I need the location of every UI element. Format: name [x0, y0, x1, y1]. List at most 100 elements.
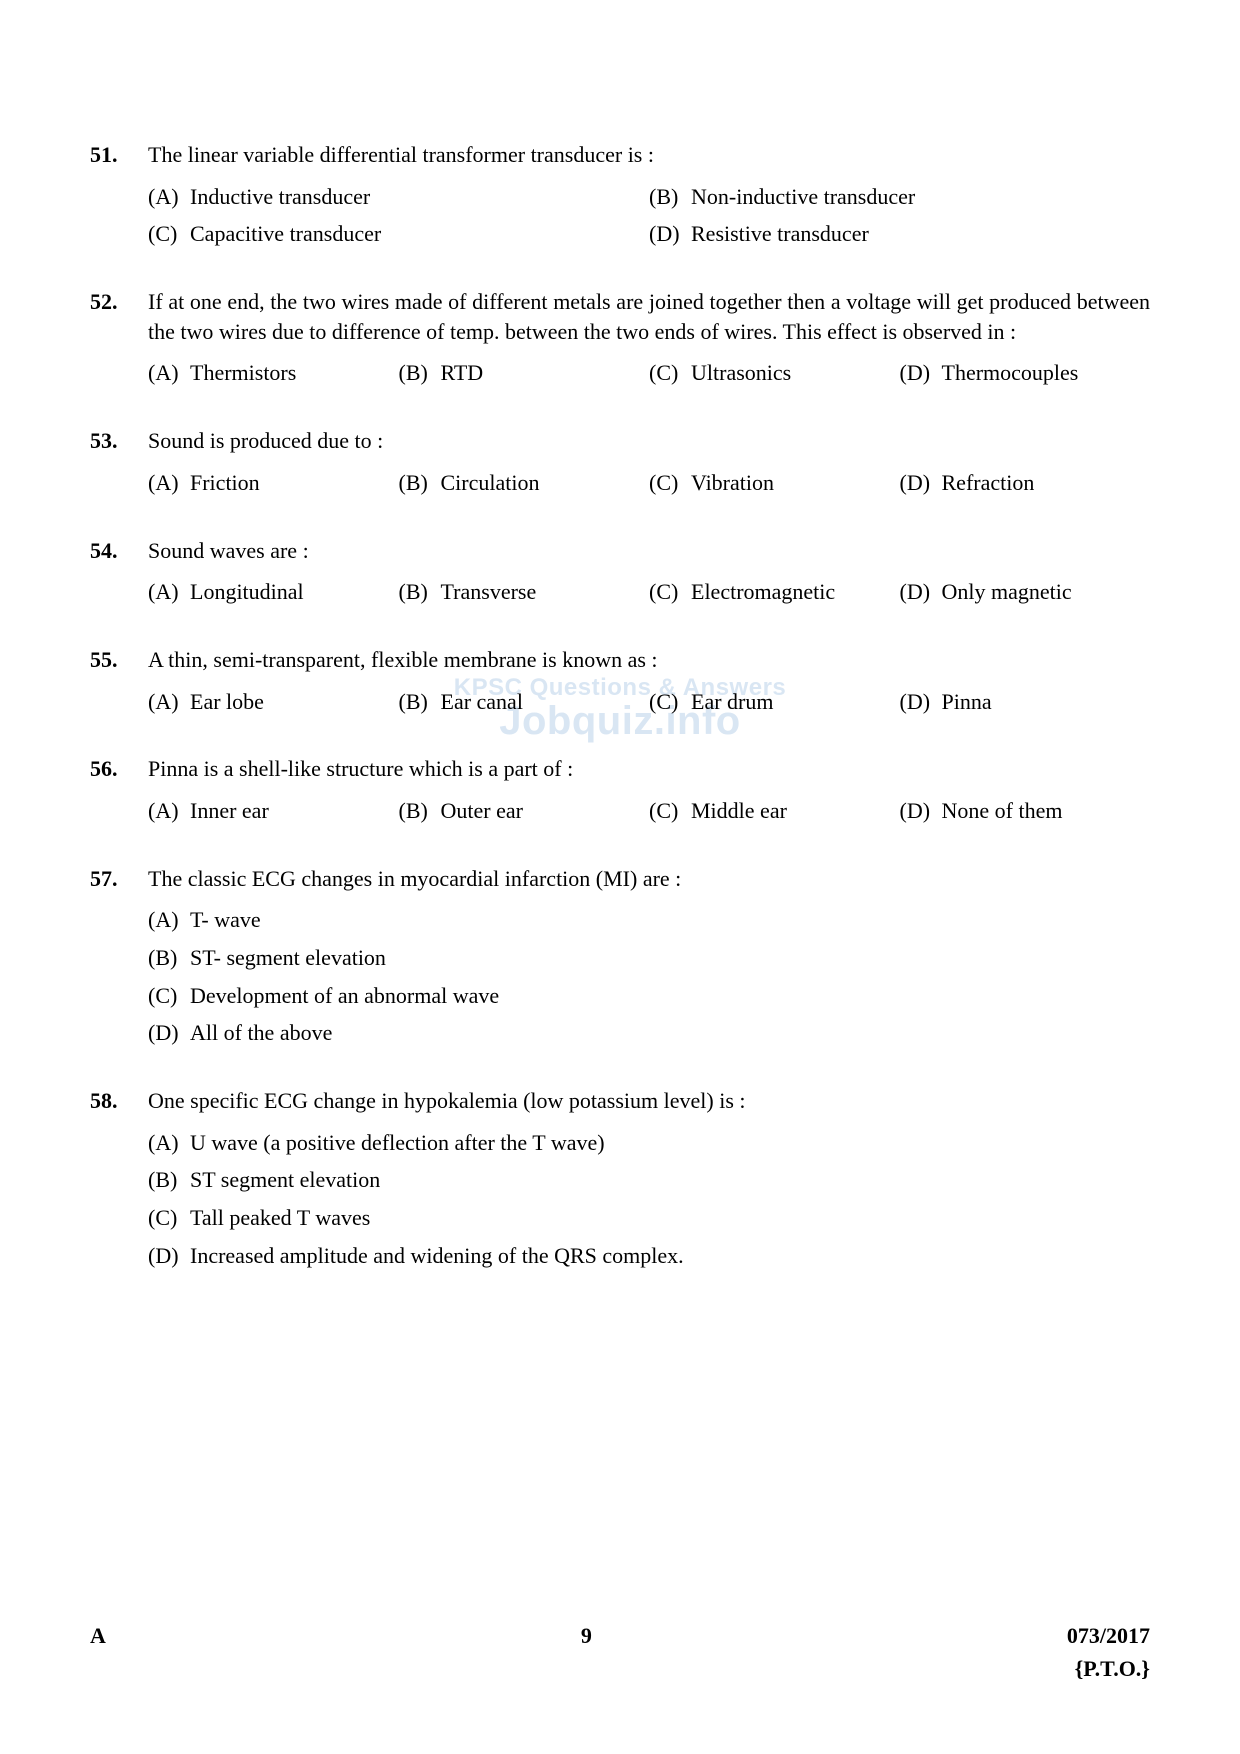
option-label: (B) [399, 358, 441, 388]
option-label: (A) [148, 577, 190, 607]
options-row: (B)ST- segment elevation [148, 943, 1150, 973]
question: 52.If at one end, the two wires made of … [90, 287, 1150, 388]
options-row: (A)T- wave [148, 905, 1150, 935]
options-wrap: (A)T- wave (B)ST- segment elevation (C)Dev… [148, 905, 1150, 1048]
option-text: Ear lobe [190, 687, 399, 717]
question-row: 55.A thin, semi-transparent, flexible me… [90, 645, 1150, 675]
option-text: Refraction [942, 468, 1151, 498]
option-label: (B) [399, 687, 441, 717]
option-text: Increased amplitude and widening of the … [190, 1241, 1150, 1271]
footer-pto: {P.T.O.} [1067, 1654, 1150, 1684]
question: 53.Sound is produced due to :(A)Friction… [90, 426, 1150, 497]
question-row: 51.The linear variable differential tran… [90, 140, 1150, 170]
options-row: (A)U wave (a positive deflection after t… [148, 1128, 1150, 1158]
question-stem: Sound waves are : [148, 536, 1150, 566]
option-text: Thermistors [190, 358, 399, 388]
question-number: 53. [90, 426, 148, 456]
option-label: (D) [900, 577, 942, 607]
option: (A)Ear lobe [148, 687, 399, 717]
question-number: 58. [90, 1086, 148, 1116]
option-text: Ultrasonics [691, 358, 900, 388]
options-wrap: (A)Ear lobe(B)Ear canal(C)Ear drum(D)Pin… [148, 687, 1150, 717]
option: (A)Thermistors [148, 358, 399, 388]
option: (D)Thermocouples [900, 358, 1151, 388]
option-label: (B) [649, 182, 691, 212]
option-label: (C) [148, 219, 190, 249]
option-text: Only magnetic [942, 577, 1151, 607]
option: (D)Only magnetic [900, 577, 1151, 607]
option: (A)Inductive transducer [148, 182, 649, 212]
option: (D)Pinna [900, 687, 1151, 717]
question-stem: Pinna is a shell-like structure which is… [148, 754, 1150, 784]
question-stem: One specific ECG change in hypokalemia (… [148, 1086, 1150, 1116]
options-row: (A)Longitudinal(B)Transverse(C)Electroma… [148, 577, 1150, 607]
option-text: Middle ear [691, 796, 900, 826]
question-stem: The linear variable differential transfo… [148, 140, 1150, 170]
option: (D)Resistive transducer [649, 219, 1150, 249]
question-number: 56. [90, 754, 148, 784]
option-text: Non-inductive transducer [691, 182, 1150, 212]
option: (C)Electromagnetic [649, 577, 900, 607]
options-row: (C)Capacitive transducer(D)Resistive tra… [148, 219, 1150, 249]
option-text: Ear drum [691, 687, 900, 717]
option: (C)Tall peaked T waves [148, 1203, 1150, 1233]
option-label: (A) [148, 1128, 190, 1158]
option-text: Inner ear [190, 796, 399, 826]
option-text: Transverse [441, 577, 650, 607]
option-label: (C) [649, 468, 691, 498]
option: (A)Longitudinal [148, 577, 399, 607]
options-wrap: (A)Inductive transducer(B)Non-inductive … [148, 182, 1150, 249]
option-text: Tall peaked T waves [190, 1203, 1150, 1233]
question-number: 51. [90, 140, 148, 170]
options-row: (C)Tall peaked T waves [148, 1203, 1150, 1233]
option: (D)Refraction [900, 468, 1151, 498]
footer-center: 9 [581, 1621, 592, 1651]
question-list: 51.The linear variable differential tran… [90, 140, 1150, 1271]
question-stem: If at one end, the two wires made of dif… [148, 287, 1150, 346]
option-label: (A) [148, 468, 190, 498]
option: (B)Ear canal [399, 687, 650, 717]
option-text: Resistive transducer [691, 219, 1150, 249]
question: 57.The classic ECG changes in myocardial… [90, 864, 1150, 1048]
option-label: (A) [148, 358, 190, 388]
option-text: Electromagnetic [691, 577, 900, 607]
option: (D)None of them [900, 796, 1151, 826]
question-row: 52.If at one end, the two wires made of … [90, 287, 1150, 346]
options-wrap: (A)Inner ear(B)Outer ear(C)Middle ear(D)… [148, 796, 1150, 826]
option-text: Thermocouples [942, 358, 1151, 388]
question-number: 57. [90, 864, 148, 894]
options-row: (A)Inner ear(B)Outer ear(C)Middle ear(D)… [148, 796, 1150, 826]
question: 51.The linear variable differential tran… [90, 140, 1150, 249]
page-footer: A 9 073/2017 {P.T.O.} [90, 1621, 1150, 1684]
option: (B)ST- segment elevation [148, 943, 1150, 973]
option-label: (D) [900, 358, 942, 388]
options-row: (C)Development of an abnormal wave [148, 981, 1150, 1011]
footer-right: 073/2017 {P.T.O.} [1067, 1621, 1150, 1684]
option-text: Development of an abnormal wave [190, 981, 1150, 1011]
option-label: (C) [649, 577, 691, 607]
option-text: None of them [942, 796, 1151, 826]
option-text: All of the above [190, 1018, 1150, 1048]
option: (C)Ear drum [649, 687, 900, 717]
option-label: (C) [649, 687, 691, 717]
option: (C)Development of an abnormal wave [148, 981, 1150, 1011]
option: (A)T- wave [148, 905, 1150, 935]
option-label: (D) [900, 468, 942, 498]
options-wrap: (A)U wave (a positive deflection after t… [148, 1128, 1150, 1271]
options-row: (D)All of the above [148, 1018, 1150, 1048]
question-stem: Sound is produced due to : [148, 426, 1150, 456]
option-label: (D) [900, 687, 942, 717]
option: (D)Increased amplitude and widening of t… [148, 1241, 1150, 1271]
option-label: (D) [900, 796, 942, 826]
option-text: Capacitive transducer [190, 219, 649, 249]
option: (A)U wave (a positive deflection after t… [148, 1128, 1150, 1158]
option-label: (A) [148, 182, 190, 212]
option-label: (D) [148, 1241, 190, 1271]
option-text: ST segment elevation [190, 1165, 1150, 1195]
question-row: 53.Sound is produced due to : [90, 426, 1150, 456]
option-text: T- wave [190, 905, 1150, 935]
option: (B)Non-inductive transducer [649, 182, 1150, 212]
option: (B)Transverse [399, 577, 650, 607]
question: 58.One specific ECG change in hypokalemi… [90, 1086, 1150, 1270]
option: (B)ST segment elevation [148, 1165, 1150, 1195]
